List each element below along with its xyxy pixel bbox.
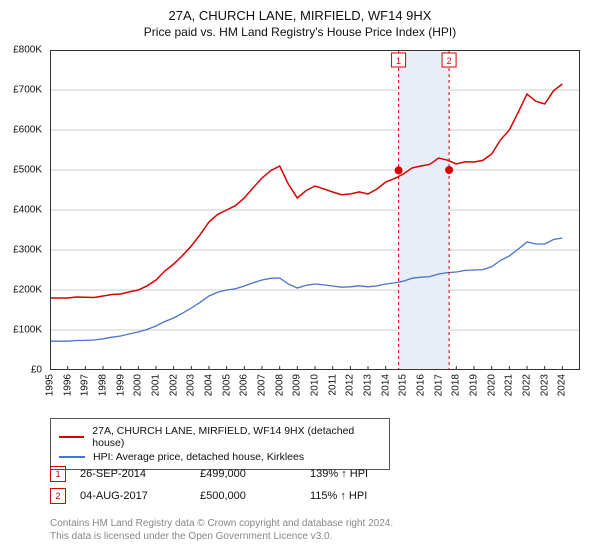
x-tick-label: 2007	[257, 374, 268, 396]
footnote-line2: This data is licensed under the Open Gov…	[50, 531, 332, 542]
x-tick-label: 2020	[486, 374, 497, 396]
x-tick-label: 1999	[115, 374, 126, 396]
x-tick-label: 2015	[398, 374, 409, 396]
plot-border	[50, 50, 580, 370]
x-tick-label: 2024	[557, 374, 568, 396]
x-tick-label: 2001	[151, 374, 162, 396]
x-tick-label: 2019	[469, 374, 480, 396]
x-tick-label: 2004	[204, 374, 215, 396]
chart-area: 12 £0£100K£200K£300K£400K£500K£600K£700K…	[50, 50, 580, 370]
y-tick-label: £700K	[13, 85, 42, 96]
transaction-marker-icon: 1	[50, 466, 66, 482]
x-tick-label: 2011	[327, 374, 338, 396]
y-tick-label: £100K	[13, 325, 42, 336]
transaction-vs-hpi: 115% ↑ HPI	[310, 490, 430, 502]
x-tick-label: 2000	[133, 374, 144, 396]
transaction-date: 26-SEP-2014	[80, 468, 200, 480]
y-tick-label: £300K	[13, 245, 42, 256]
x-tick-label: 2002	[168, 374, 179, 396]
x-tick-label: 2010	[310, 374, 321, 396]
x-tick-label: 2013	[363, 374, 374, 396]
y-tick-label: £0	[31, 365, 42, 376]
x-tick-label: 1997	[80, 374, 91, 396]
transaction-vs-hpi: 139% ↑ HPI	[310, 468, 430, 480]
transaction-date: 04-AUG-2017	[80, 490, 200, 502]
legend-swatch-hpi	[59, 456, 85, 458]
transaction-list: 1 26-SEP-2014£499,000139% ↑ HPI 2 04-AUG-20…	[50, 460, 430, 504]
x-tick-label: 2008	[274, 374, 285, 396]
y-tick-label: £200K	[13, 285, 42, 296]
x-tick-label: 2005	[221, 374, 232, 396]
transaction-row: 2 04-AUG-2017£500,000115% ↑ HPI	[50, 488, 430, 504]
footnote-line1: Contains HM Land Registry data © Crown c…	[50, 518, 393, 529]
footnote: Contains HM Land Registry data © Crown c…	[50, 518, 393, 543]
x-tick-label: 1995	[45, 374, 56, 396]
x-tick-label: 2009	[292, 374, 303, 396]
legend-item-property: 27A, CHURCH LANE, MIRFIELD, WF14 9HX (de…	[59, 424, 381, 450]
x-tick-label: 2014	[380, 374, 391, 396]
x-tick-label: 2016	[416, 374, 427, 396]
transaction-row: 1 26-SEP-2014£499,000139% ↑ HPI	[50, 466, 430, 482]
x-tick-label: 1996	[62, 374, 73, 396]
chart-title-address: 27A, CHURCH LANE, MIRFIELD, WF14 9HX	[0, 8, 600, 23]
legend-swatch-property	[59, 436, 84, 438]
legend-label-property: 27A, CHURCH LANE, MIRFIELD, WF14 9HX (de…	[92, 425, 381, 449]
transaction-marker-icon: 2	[50, 488, 66, 504]
x-tick-label: 2003	[186, 374, 197, 396]
x-tick-label: 2023	[539, 374, 550, 396]
x-tick-label: 1998	[98, 374, 109, 396]
x-tick-label: 2012	[345, 374, 356, 396]
x-tick-label: 2021	[504, 374, 515, 396]
transaction-price: £500,000	[200, 490, 310, 502]
y-tick-label: £600K	[13, 125, 42, 136]
y-tick-label: £800K	[13, 45, 42, 56]
x-tick-label: 2017	[433, 374, 444, 396]
chart-subtitle: Price paid vs. HM Land Registry's House …	[0, 25, 600, 39]
x-tick-label: 2006	[239, 374, 250, 396]
transaction-price: £499,000	[200, 468, 310, 480]
x-tick-label: 2022	[522, 374, 533, 396]
y-tick-label: £400K	[13, 205, 42, 216]
y-tick-label: £500K	[13, 165, 42, 176]
x-tick-label: 2018	[451, 374, 462, 396]
